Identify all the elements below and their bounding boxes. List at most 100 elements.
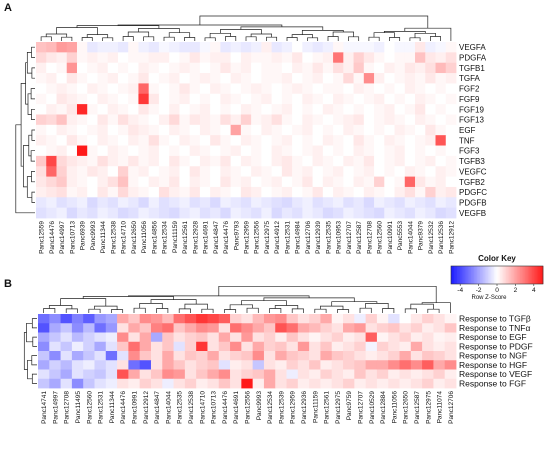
panel-a-cell <box>97 114 109 126</box>
panel-a-cell <box>66 114 78 126</box>
panel-b-cell <box>94 378 107 389</box>
panel-a-col-branch <box>81 37 93 41</box>
panel-a-col-branch <box>209 32 231 38</box>
panel-a-cell <box>281 155 293 167</box>
panel-a-cell <box>322 207 334 219</box>
panel-a-cell <box>374 93 385 105</box>
panel-a-cell <box>415 135 426 146</box>
color-key-tick-label: 2 <box>514 287 518 294</box>
panel-b-cell <box>275 378 287 389</box>
color-key-swatch <box>481 266 484 284</box>
panel-a-cell <box>169 155 180 167</box>
panel-a-cell <box>56 124 68 136</box>
panel-b-cell <box>365 341 378 352</box>
panel-a-cell <box>302 104 313 115</box>
panel-a-cell <box>179 145 191 157</box>
panel-b-cell <box>422 351 434 361</box>
panel-a-cell <box>384 83 395 95</box>
panel-a-cell <box>179 155 191 167</box>
panel-a-cell <box>384 135 395 146</box>
panel-a-cell <box>333 197 344 209</box>
color-key-swatch <box>495 266 498 284</box>
panel-a-cell <box>281 176 293 188</box>
panel-a-cell <box>251 124 262 136</box>
panel-a-row-label: FGF9 <box>459 95 480 104</box>
panel-a-col-branch <box>373 32 395 38</box>
panel-a-cell <box>97 83 109 95</box>
panel-a-cell <box>425 73 436 84</box>
panel-a-cell <box>66 135 78 146</box>
panel-a-cell <box>220 155 232 167</box>
panel-a-cell <box>56 73 68 84</box>
panel-b-cell <box>60 314 73 324</box>
panel-a-row-label: FGF19 <box>459 105 484 114</box>
panel-a-col-label: Panc11056 <box>141 221 148 254</box>
panel-a-cell <box>404 186 416 198</box>
panel-a-row-dendrogram <box>15 46 35 214</box>
panel-a-row-branch <box>23 145 29 188</box>
panel-a-cell <box>179 42 191 53</box>
panel-a-cell <box>179 166 191 177</box>
panel-b-cell <box>49 378 61 389</box>
panel-a-cell <box>374 145 385 157</box>
panel-a-col-label: Panc12928 <box>192 221 199 254</box>
panel-a-cell <box>425 124 436 136</box>
panel-b-cell <box>162 360 174 370</box>
panel-a-cell <box>384 145 395 157</box>
panel-b-cell <box>331 341 344 352</box>
panel-a-cell <box>46 52 57 64</box>
panel-a-cell <box>435 186 447 198</box>
color-key-swatch <box>451 266 453 284</box>
panel-b-cell <box>354 378 367 389</box>
panel-b-cell <box>150 360 163 370</box>
panel-a-cell <box>425 197 436 209</box>
panel-b-cell <box>71 360 84 370</box>
panel-a-cell <box>445 104 457 115</box>
panel-a-cell <box>107 166 119 177</box>
panel-a-cell <box>261 197 273 209</box>
color-key-swatch <box>532 266 535 284</box>
panel-b-cell <box>241 378 254 389</box>
panel-a-cell <box>117 83 129 95</box>
panel-a-cell <box>415 42 426 53</box>
panel-a-cell <box>394 145 406 157</box>
panel-a-cell <box>220 197 232 209</box>
panel-b-cell <box>196 323 208 333</box>
panel-a-cell <box>56 62 68 74</box>
panel-b-cell <box>275 323 287 333</box>
panel-a-cell <box>169 145 180 157</box>
panel-a-cell <box>333 166 344 177</box>
panel-b-cell <box>207 341 220 352</box>
panel-a-cell <box>251 62 262 74</box>
panel-a-cell <box>425 42 436 53</box>
panel-b-cell <box>38 378 50 389</box>
color-key-swatch <box>539 266 542 284</box>
panel-a-col-label: Panc10991 <box>387 221 394 254</box>
panel-a-cell <box>394 73 406 84</box>
panel-b-cell <box>117 323 129 333</box>
panel-a-cell <box>240 207 252 219</box>
panel-b-cell <box>117 341 129 352</box>
panel-a-cell <box>158 135 170 146</box>
color-key-swatch <box>501 266 504 284</box>
panel-b-cell <box>297 360 310 370</box>
panel-b-cell <box>207 360 220 370</box>
panel-b-cell <box>241 360 254 370</box>
panel-a-cell <box>220 124 232 136</box>
panel-a-cell <box>158 197 170 209</box>
panel-b-cell <box>354 341 367 352</box>
panel-a-cell <box>322 62 334 74</box>
panel-a-cell <box>148 52 160 64</box>
panel-b-cell <box>60 341 73 352</box>
panel-b-col-label: Panc12539 <box>278 391 285 424</box>
panel-a-cell <box>312 104 324 115</box>
panel-a-col-branch <box>76 25 160 29</box>
panel-a-cell <box>107 104 119 115</box>
panel-a-cell <box>445 207 457 219</box>
panel-a-cell <box>353 135 365 146</box>
panel-a-col-branch <box>122 36 134 41</box>
panel-b-cell <box>263 314 276 324</box>
panel-a-cell <box>46 197 57 209</box>
panel-a-cell <box>117 42 129 53</box>
color-key-swatch <box>530 266 533 284</box>
